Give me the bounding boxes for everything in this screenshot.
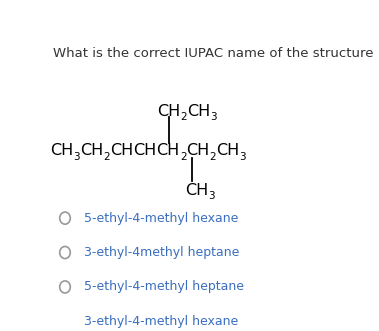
Text: CH: CH — [185, 183, 208, 198]
Text: 3-ethyl-4methyl heptane: 3-ethyl-4methyl heptane — [84, 246, 240, 259]
Text: CH: CH — [50, 143, 74, 158]
Text: 3: 3 — [74, 152, 80, 162]
Text: 3: 3 — [208, 191, 215, 202]
Text: CH: CH — [157, 143, 180, 158]
Text: 2: 2 — [180, 152, 186, 162]
Text: CH: CH — [216, 143, 240, 158]
Text: CH: CH — [187, 104, 210, 118]
Text: 2: 2 — [210, 152, 216, 162]
Text: CH: CH — [133, 143, 157, 158]
Text: CH: CH — [186, 143, 210, 158]
Text: 5-ethyl-4-methyl hexane: 5-ethyl-4-methyl hexane — [84, 212, 238, 225]
Text: CH: CH — [110, 143, 133, 158]
Text: 5-ethyl-4-methyl heptane: 5-ethyl-4-methyl heptane — [84, 280, 244, 294]
Text: 3: 3 — [240, 152, 246, 162]
Text: What is the correct IUPAC name of the structure below?: What is the correct IUPAC name of the st… — [53, 47, 379, 60]
Text: 3-ethyl-4-methyl hexane: 3-ethyl-4-methyl hexane — [84, 315, 238, 328]
Text: 3: 3 — [210, 113, 217, 122]
Text: CH: CH — [80, 143, 103, 158]
Text: 2: 2 — [180, 113, 187, 122]
Text: 2: 2 — [103, 152, 110, 162]
Text: CH: CH — [157, 104, 180, 118]
